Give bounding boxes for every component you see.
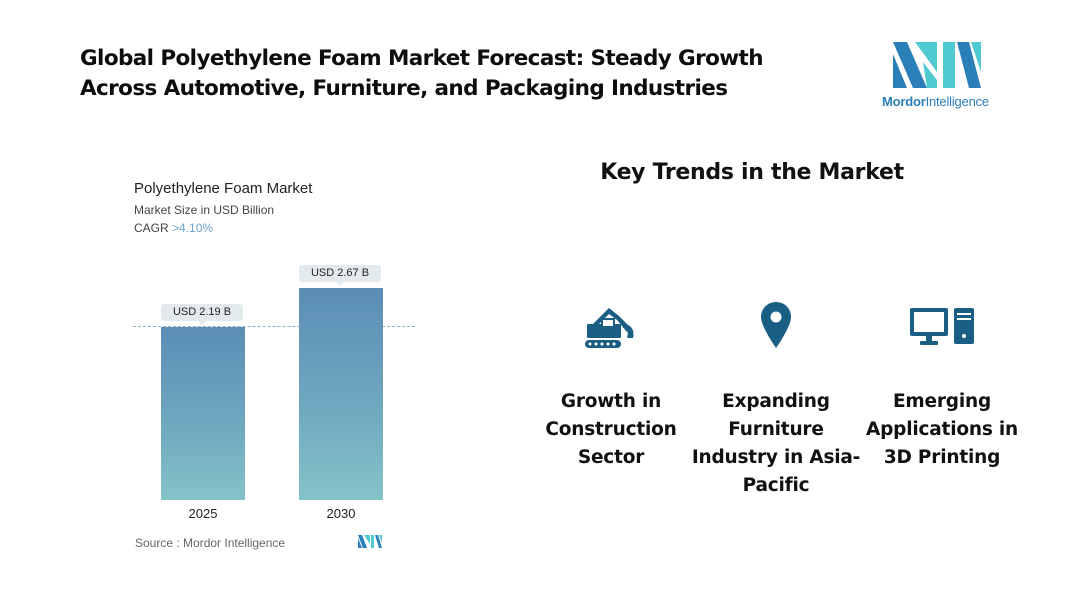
trend-label-furniture: Expanding Furniture Industry in Asia-Pac… xyxy=(691,391,861,496)
brand-name: MordorIntelligence xyxy=(882,94,989,109)
mordor-intelligence-logo-icon xyxy=(893,42,981,88)
bar-2025 xyxy=(161,327,245,500)
desktop-computer-icon xyxy=(910,308,974,345)
brand-name-light: Intelligence xyxy=(925,94,990,109)
key-trends-heading: Key Trends in the Market xyxy=(600,160,904,185)
chart-cagr: CAGR >4.10% xyxy=(134,221,213,235)
chart-source: Source : Mordor Intelligence xyxy=(135,536,286,550)
trend-label-construction: Growth in Construction Sector xyxy=(545,391,677,468)
reference-dashed-line xyxy=(133,326,415,327)
bar-label-2030: USD 2.67 B xyxy=(299,265,381,286)
bar-label-2025: USD 2.19 B xyxy=(161,304,243,325)
page-title: Global Polyethylene Foam Market Forecast… xyxy=(80,46,764,101)
chart-title: Polyethylene Foam Market xyxy=(134,180,313,197)
x-tick-2025: 2025 xyxy=(188,506,218,521)
x-tick-2030: 2030 xyxy=(326,506,356,521)
excavator-icon xyxy=(585,308,634,348)
brand-name-bold: Mordor xyxy=(882,94,926,109)
cagr-label: CAGR xyxy=(134,221,169,235)
bar-2030 xyxy=(299,288,383,500)
trend-label-3d-printing: Emerging Applications in 3D Printing xyxy=(866,391,1018,468)
mini-logo-icon xyxy=(358,535,382,548)
chart-subtitle: Market Size in USD Billion xyxy=(134,203,275,217)
cagr-value: >4.10% xyxy=(172,221,214,235)
location-pin-icon xyxy=(761,302,791,348)
